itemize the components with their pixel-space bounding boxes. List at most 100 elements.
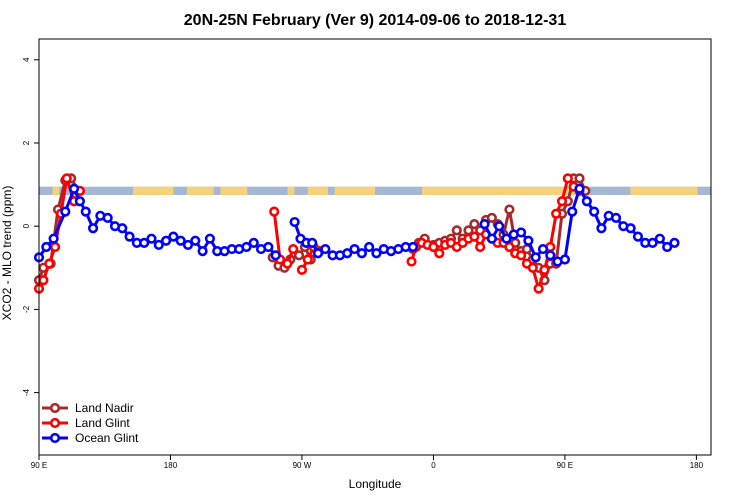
data-point <box>530 252 541 263</box>
data-point <box>539 264 550 275</box>
chart-title: 20N-25N February (Ver 9) 2014-09-06 to 2… <box>184 12 567 29</box>
data-point <box>647 237 658 248</box>
data-point <box>515 250 527 261</box>
data-point <box>288 243 299 255</box>
data-point <box>282 258 293 269</box>
data-point <box>293 250 305 261</box>
data-point <box>545 250 556 261</box>
data-point <box>559 254 571 265</box>
data-point <box>146 233 157 244</box>
y-tick-label: 4 <box>22 57 31 62</box>
x-tick-label: 90 E <box>31 461 47 470</box>
data-point <box>504 204 515 215</box>
data-point <box>302 254 313 265</box>
data-point <box>248 237 259 248</box>
landmask-band <box>39 186 711 195</box>
data-point <box>589 206 600 217</box>
data-point <box>515 227 527 238</box>
data-point <box>307 237 318 248</box>
data-point <box>533 283 544 294</box>
data-point <box>241 241 252 253</box>
data-point <box>74 196 86 207</box>
data-point <box>537 243 549 255</box>
data-point <box>581 196 592 207</box>
data-point <box>117 223 128 234</box>
land-patch <box>630 186 698 195</box>
data-point <box>625 223 636 234</box>
data-point <box>596 223 607 234</box>
series-ocean-glint <box>33 183 680 267</box>
data-point <box>662 241 673 253</box>
data-point <box>486 233 497 244</box>
data-point <box>342 248 353 259</box>
data-point <box>406 256 417 267</box>
data-point <box>68 183 80 194</box>
legend-label: Ocean Glint <box>75 431 139 445</box>
x-axis: 90 E 180 90 W 0 90 E 180 <box>31 455 704 470</box>
data-point <box>486 212 497 223</box>
data-point <box>263 241 274 253</box>
data-point <box>574 183 585 194</box>
data-point <box>364 241 375 253</box>
data-point <box>80 206 91 217</box>
data-point <box>61 173 72 184</box>
data-point <box>124 231 135 242</box>
data-point <box>160 235 172 246</box>
data-point <box>270 250 281 261</box>
y-tick-label: 0 <box>22 223 31 228</box>
y-tick-label: 2 <box>22 140 31 145</box>
data-point <box>428 241 439 253</box>
data-point <box>312 248 324 259</box>
land-patch <box>220 186 248 195</box>
y-tick-label: -4 <box>22 388 31 396</box>
y-axis: -4 -2 0 2 4 <box>22 57 39 396</box>
data-point <box>182 239 194 251</box>
data-point <box>475 241 486 253</box>
land-patch <box>52 186 60 195</box>
data-point <box>102 212 113 223</box>
data-point <box>38 275 49 286</box>
data-point <box>451 225 462 236</box>
x-tick-label: 90 W <box>293 461 312 470</box>
data-point <box>567 206 578 217</box>
data-point <box>479 219 490 230</box>
x-tick-label: 180 <box>164 461 178 470</box>
data-point <box>269 206 280 217</box>
land-patch <box>287 186 295 195</box>
legend-swatch-marker <box>49 417 61 429</box>
data-point <box>296 264 308 275</box>
data-point <box>168 231 179 242</box>
x-tick-label: 90 E <box>557 461 573 470</box>
data-point <box>349 243 360 255</box>
y-axis-title: XCO2 - MLO trend (ppm) <box>0 186 14 321</box>
data-point <box>190 235 201 246</box>
data-point <box>654 233 665 244</box>
data-point <box>289 216 300 228</box>
data-point <box>527 262 538 273</box>
data-point <box>87 223 99 234</box>
data-point <box>44 258 55 269</box>
data-point <box>501 233 512 244</box>
legend-swatch-marker <box>49 432 61 444</box>
data-point <box>49 241 61 253</box>
x-tick-label: 0 <box>431 461 436 470</box>
data-point <box>504 241 515 253</box>
data-point <box>197 246 208 257</box>
land-patch <box>307 186 328 195</box>
data-point <box>574 173 585 184</box>
plot-frame <box>38 38 712 456</box>
data-point <box>41 241 52 253</box>
data-point <box>60 206 71 217</box>
x-axis-title: Longitude <box>349 477 402 491</box>
legend-label: Land Nadir <box>75 401 134 415</box>
data-point <box>494 221 505 232</box>
data-point <box>434 248 445 259</box>
data-point <box>139 237 150 248</box>
data-point <box>523 235 534 246</box>
land-patch <box>186 186 214 195</box>
data-point <box>356 248 367 259</box>
data-point <box>153 239 164 251</box>
data-point <box>632 231 644 242</box>
